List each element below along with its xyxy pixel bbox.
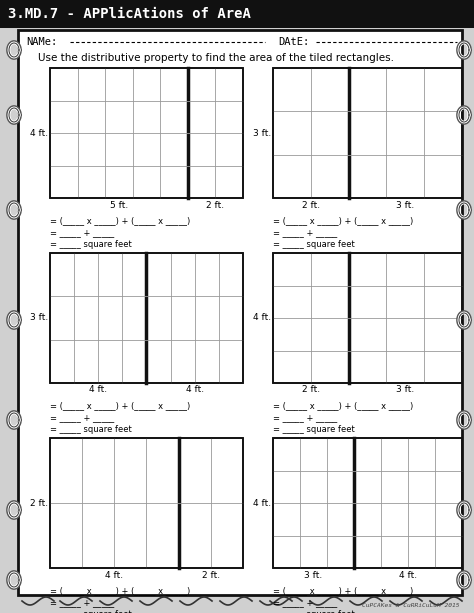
Text: 2 ft.: 2 ft. [302, 386, 320, 395]
Text: 3 ft.: 3 ft. [396, 386, 414, 395]
Text: = _____ square feet: = _____ square feet [273, 425, 355, 434]
Text: = _____ + _____: = _____ + _____ [50, 598, 114, 607]
Text: = _____ square feet: = _____ square feet [50, 610, 132, 613]
Text: 4 ft.: 4 ft. [30, 129, 48, 137]
Text: 4 ft.: 4 ft. [399, 571, 417, 579]
Bar [50, 438, 243, 568]
Text: 4 ft.: 4 ft. [89, 386, 107, 395]
Text: = _____ + _____: = _____ + _____ [50, 413, 114, 422]
Text: = _____ + _____: = _____ + _____ [273, 228, 337, 237]
Bar [50, 438, 243, 568]
Text: 4 ft.: 4 ft. [253, 313, 271, 322]
Text: = _____ square feet: = _____ square feet [273, 240, 355, 249]
Text: CuPCAKes & CuRRiCuLuM 2015: CuPCAKes & CuRRiCuLuM 2015 [363, 603, 460, 608]
Bar [273, 253, 462, 383]
Text: = (_____ x _____) + (_____ x _____): = (_____ x _____) + (_____ x _____) [273, 401, 413, 410]
Text: = _____ square feet: = _____ square feet [50, 425, 132, 434]
Bar [273, 438, 462, 568]
Text: 2 ft.: 2 ft. [202, 571, 220, 579]
Text: = _____ + _____: = _____ + _____ [273, 598, 337, 607]
Text: 3.MD.7 - APPlicAtions of AreA: 3.MD.7 - APPlicAtions of AreA [8, 7, 251, 21]
Bar [0, 0, 474, 28]
Text: 3 ft.: 3 ft. [253, 129, 271, 137]
Text: = _____ + _____: = _____ + _____ [273, 413, 337, 422]
Text: 2 ft.: 2 ft. [206, 200, 225, 210]
Text: = _____ square feet: = _____ square feet [273, 610, 355, 613]
Bar [273, 253, 462, 383]
Text: = (_____ x _____) + (_____ x _____): = (_____ x _____) + (_____ x _____) [50, 216, 190, 225]
Text: = _____ + _____: = _____ + _____ [50, 228, 114, 237]
Bar [273, 68, 462, 198]
Bar [50, 68, 243, 198]
Text: 2 ft.: 2 ft. [302, 200, 320, 210]
Text: 3 ft.: 3 ft. [30, 313, 48, 322]
Text: NAMe:: NAMe: [26, 37, 57, 47]
Text: = (_____ x _____) + (_____ x _____): = (_____ x _____) + (_____ x _____) [50, 586, 190, 595]
Bar [50, 253, 243, 383]
Text: 4 ft.: 4 ft. [186, 386, 204, 395]
Text: = (_____ x _____) + (_____ x _____): = (_____ x _____) + (_____ x _____) [50, 401, 190, 410]
Text: 2 ft.: 2 ft. [30, 498, 48, 508]
Text: = _____ square feet: = _____ square feet [50, 240, 132, 249]
Text: = (_____ x _____) + (_____ x _____): = (_____ x _____) + (_____ x _____) [273, 586, 413, 595]
Text: = (_____ x _____) + (_____ x _____): = (_____ x _____) + (_____ x _____) [273, 216, 413, 225]
Bar [50, 253, 243, 383]
Text: DAtE:: DAtE: [278, 37, 309, 47]
Text: Use the distributive property to find the area of the tiled rectangles.: Use the distributive property to find th… [38, 53, 394, 63]
Bar [273, 68, 462, 198]
Text: 3 ft.: 3 ft. [304, 571, 323, 579]
Text: 4 ft.: 4 ft. [253, 498, 271, 508]
Text: 3 ft.: 3 ft. [396, 200, 414, 210]
Text: 4 ft.: 4 ft. [105, 571, 123, 579]
Bar [50, 68, 243, 198]
Text: 5 ft.: 5 ft. [110, 200, 128, 210]
Bar [273, 438, 462, 568]
